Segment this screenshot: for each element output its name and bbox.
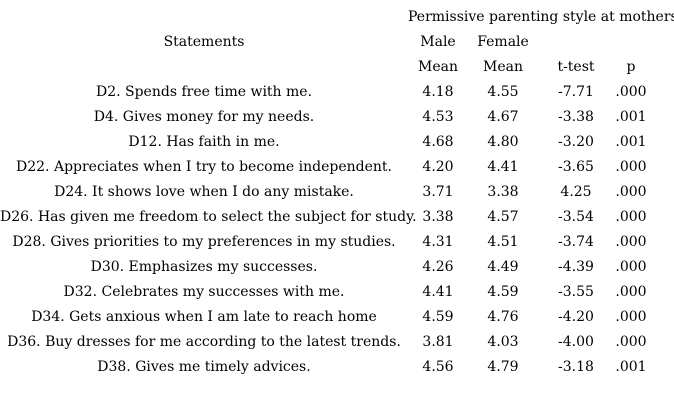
t-test-cell: -3.38 bbox=[558, 109, 594, 125]
p-cell: .000 bbox=[615, 284, 647, 300]
male-mean-cell: 4.68 bbox=[422, 134, 454, 150]
statements-header: Statements bbox=[163, 34, 245, 50]
t-test-cell: -3.74 bbox=[558, 234, 594, 250]
male-mean-cell: 4.53 bbox=[422, 109, 454, 125]
female-mean-cell: 4.49 bbox=[487, 259, 519, 275]
male-mean-cell: 4.18 bbox=[422, 84, 454, 100]
p-cell: .000 bbox=[615, 334, 647, 350]
t-test-cell: -3.65 bbox=[558, 159, 594, 175]
female-mean-cell: 4.03 bbox=[487, 334, 519, 350]
p-cell: .001 bbox=[615, 109, 647, 125]
t-test-cell: -3.54 bbox=[558, 209, 594, 225]
male-mean-cell: 4.20 bbox=[422, 159, 454, 175]
table-row: D36. Buy dresses for me according to the… bbox=[0, 330, 648, 355]
male-mean-cell: 4.26 bbox=[422, 259, 454, 275]
statement-cell: D30. Emphasizes my successes. bbox=[90, 259, 318, 275]
p-cell: .001 bbox=[615, 134, 647, 150]
group-header-row: Statements Male Female bbox=[0, 30, 648, 55]
female-mean-cell: 4.51 bbox=[487, 234, 519, 250]
male-mean-header: Mean bbox=[418, 59, 458, 75]
column-header-row: Mean Mean t-test p bbox=[0, 55, 648, 80]
table-body: D2. Spends free time with me. 4.18 4.55 -7.… bbox=[0, 80, 648, 380]
t-test-cell: -3.18 bbox=[558, 359, 594, 375]
male-mean-cell: 3.71 bbox=[422, 184, 454, 200]
p-cell: .001 bbox=[615, 359, 647, 375]
statement-cell: D38. Gives me timely advices. bbox=[97, 359, 311, 375]
statement-cell: D26. Has given me freedom to select the … bbox=[0, 209, 417, 225]
empty-header-cell bbox=[0, 55, 408, 80]
p-cell: .000 bbox=[615, 234, 647, 250]
table-row: D30. Emphasizes my successes. 4.26 4.49 -4.… bbox=[0, 255, 648, 280]
table-row: D24. It shows love when I do any mistake… bbox=[0, 180, 648, 205]
table-row: D12. Has faith in me. 4.68 4.80 -3.20 .001 bbox=[0, 130, 648, 155]
title-spacer bbox=[0, 5, 408, 30]
table-header: Permissive parenting style at mothers St… bbox=[0, 5, 674, 80]
t-test-cell: -4.00 bbox=[558, 334, 594, 350]
statement-cell: D22. Appreciates when I try to become in… bbox=[16, 159, 392, 175]
male-mean-cell: 3.38 bbox=[422, 209, 454, 225]
female-mean-cell: 4.59 bbox=[487, 284, 519, 300]
statement-cell: D32. Celebrates my successes with me. bbox=[63, 284, 345, 300]
p-cell: .000 bbox=[615, 259, 647, 275]
male-mean-cell: 3.81 bbox=[422, 334, 454, 350]
table-row: D2. Spends free time with me. 4.18 4.55 -7.… bbox=[0, 80, 648, 105]
female-mean-cell: 4.67 bbox=[487, 109, 519, 125]
table-row: D34. Gets anxious when I am late to reac… bbox=[0, 305, 648, 330]
t-test-header: t-test bbox=[557, 59, 595, 75]
t-test-cell: -4.39 bbox=[558, 259, 594, 275]
t-test-cell: -7.71 bbox=[558, 84, 594, 100]
p-cell: .000 bbox=[615, 84, 647, 100]
table-row: D32. Celebrates my successes with me. 4.4… bbox=[0, 280, 648, 305]
female-mean-cell: 4.79 bbox=[487, 359, 519, 375]
empty-header-cell bbox=[538, 30, 614, 55]
female-group-header: Female bbox=[477, 34, 529, 50]
t-test-cell: -3.20 bbox=[558, 134, 594, 150]
parenting-style-table: Permissive parenting style at mothers St… bbox=[0, 5, 674, 380]
p-cell: .000 bbox=[615, 184, 647, 200]
statement-cell: D28. Gives priorities to my preferences … bbox=[12, 234, 396, 250]
female-mean-header: Mean bbox=[483, 59, 523, 75]
t-test-cell: -3.55 bbox=[558, 284, 594, 300]
female-mean-cell: 4.80 bbox=[487, 134, 519, 150]
empty-header-cell bbox=[614, 30, 648, 55]
table-row: D28. Gives priorities to my preferences … bbox=[0, 230, 648, 255]
male-mean-cell: 4.41 bbox=[422, 284, 454, 300]
statement-cell: D12. Has faith in me. bbox=[128, 134, 280, 150]
p-cell: .000 bbox=[615, 159, 647, 175]
p-cell: .000 bbox=[615, 209, 647, 225]
female-mean-cell: 4.55 bbox=[487, 84, 519, 100]
statement-cell: D4. Gives money for my needs. bbox=[93, 109, 315, 125]
table-row: D38. Gives me timely advices. 4.56 4.79 -3.… bbox=[0, 355, 648, 380]
statement-cell: D34. Gets anxious when I am late to reac… bbox=[31, 309, 377, 325]
t-test-cell: -4.20 bbox=[558, 309, 594, 325]
male-mean-cell: 4.56 bbox=[422, 359, 454, 375]
female-mean-cell: 4.76 bbox=[487, 309, 519, 325]
t-test-cell: 4.25 bbox=[560, 184, 592, 200]
table-row: D22. Appreciates when I try to become in… bbox=[0, 155, 648, 180]
title-row: Permissive parenting style at mothers bbox=[0, 5, 674, 30]
p-header: p bbox=[626, 59, 636, 75]
p-cell: .000 bbox=[615, 309, 647, 325]
statement-cell: D2. Spends free time with me. bbox=[95, 84, 313, 100]
table-row: D4. Gives money for my needs. 4.53 4.67 -3.… bbox=[0, 105, 648, 130]
table-title: Permissive parenting style at mothers bbox=[408, 9, 674, 25]
female-mean-cell: 4.41 bbox=[487, 159, 519, 175]
male-group-header: Male bbox=[420, 34, 456, 50]
female-mean-cell: 3.38 bbox=[487, 184, 519, 200]
male-mean-cell: 4.31 bbox=[422, 234, 454, 250]
table-row: D26. Has given me freedom to select the … bbox=[0, 205, 648, 230]
statement-cell: D24. It shows love when I do any mistake… bbox=[54, 184, 354, 200]
female-mean-cell: 4.57 bbox=[487, 209, 519, 225]
male-mean-cell: 4.59 bbox=[422, 309, 454, 325]
statement-cell: D36. Buy dresses for me according to the… bbox=[7, 334, 401, 350]
